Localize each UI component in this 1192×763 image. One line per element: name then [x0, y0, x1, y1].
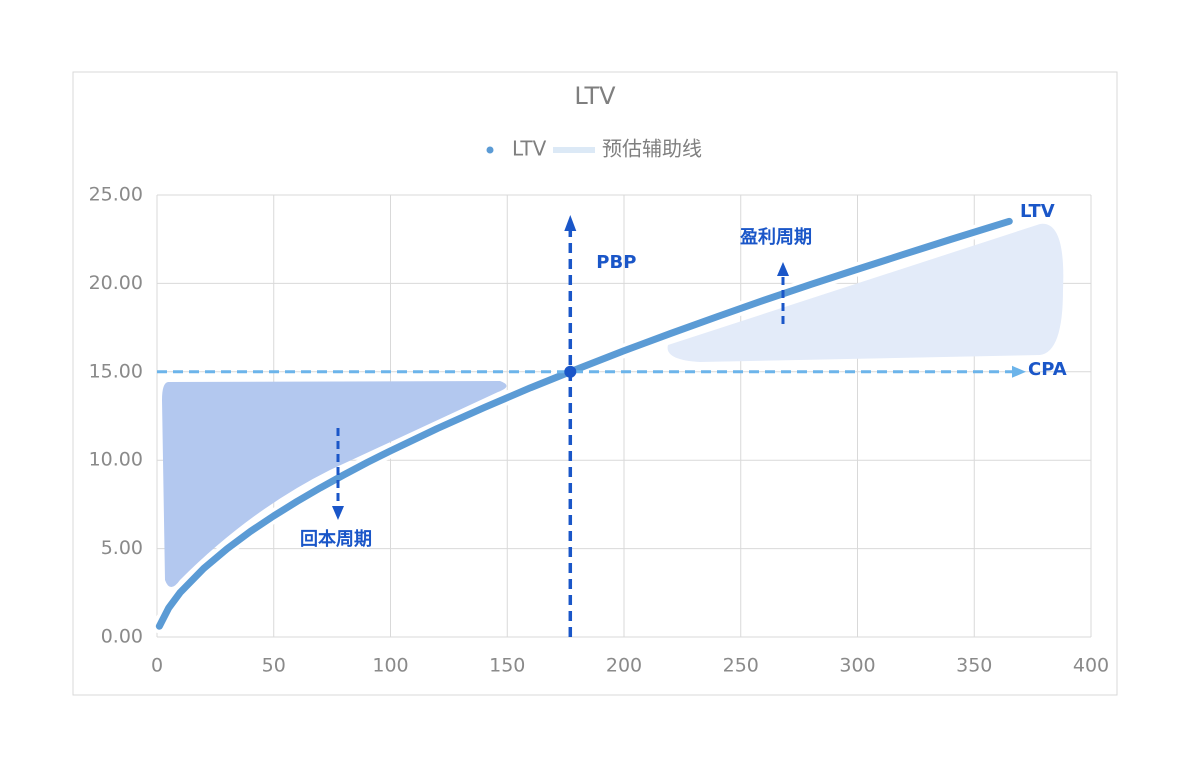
- y-tick-label: 5.00: [101, 537, 143, 559]
- y-tick-label: 20.00: [89, 272, 143, 294]
- arrows: [332, 262, 789, 520]
- plot: CPA PBP: [152, 214, 1067, 637]
- annotation: LTV: [1020, 201, 1055, 222]
- arrow-head: [564, 215, 577, 231]
- arrow-head: [777, 262, 789, 276]
- legend-marker: [486, 146, 494, 154]
- legend-label: 预估辅助线: [602, 137, 702, 161]
- annotation: 回本周期: [300, 528, 372, 550]
- x-tick-label: 150: [489, 655, 525, 677]
- x-tick-label: 350: [956, 655, 992, 677]
- reference-label: CPA: [1028, 359, 1067, 380]
- chart-title: LTV: [574, 82, 616, 110]
- payback-region: [162, 381, 507, 587]
- arrow-head: [1012, 365, 1026, 378]
- legend-label: LTV: [512, 137, 547, 161]
- grid: 0.00 5.00 10.00 15.00 20.00 25.00 0 50 100 150 200…: [89, 184, 1110, 677]
- reference-label: PBP: [596, 252, 636, 273]
- profit-region: [667, 223, 1064, 362]
- x-tick-label: 100: [372, 655, 408, 677]
- y-tick-label: 0.00: [101, 626, 143, 648]
- y-tick-label: 15.00: [89, 360, 143, 382]
- x-tick-label: 50: [262, 655, 286, 677]
- annotation: 盈利周期: [739, 226, 812, 248]
- x-tick-label: 200: [606, 655, 642, 677]
- x-tick-label: 400: [1073, 655, 1109, 677]
- breakeven-point: [564, 365, 577, 378]
- arrow-head: [332, 506, 344, 520]
- ltv-line: [155, 217, 1013, 630]
- y-tick-label: 25.00: [89, 184, 143, 206]
- x-tick-label: 250: [723, 655, 759, 677]
- y-tick-label: 10.00: [89, 449, 143, 471]
- legend: LTV 预估辅助线: [486, 137, 702, 161]
- x-tick-label: 0: [151, 655, 163, 677]
- x-tick-label: 300: [839, 655, 875, 677]
